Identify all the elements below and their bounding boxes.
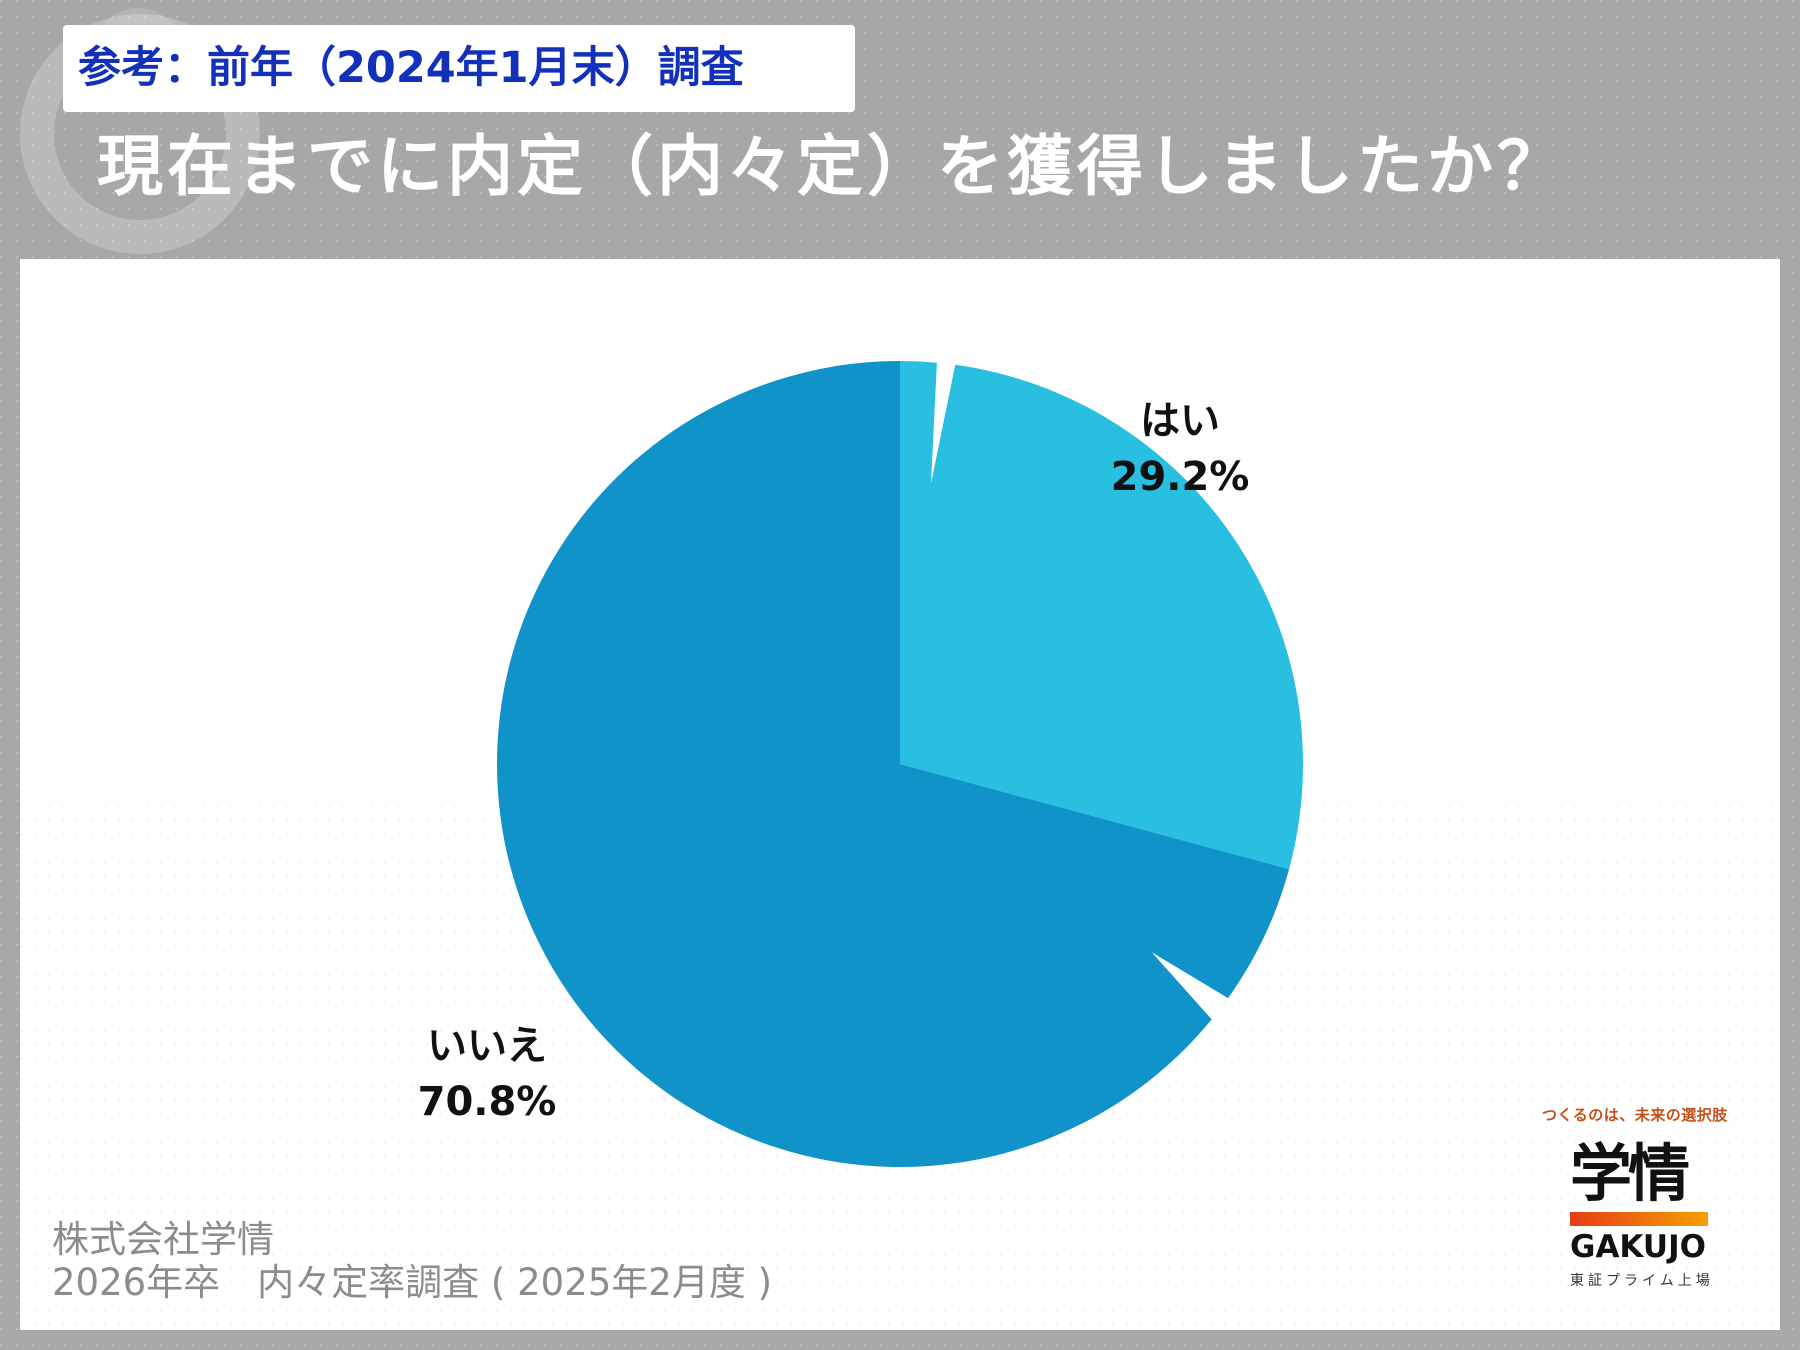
slice-label-yes: はい xyxy=(1140,398,1220,444)
gakujo-logo: つくるのは、未来の選択肢 学情 GAKUJO 東証プライム上場 xyxy=(1534,1104,1754,1294)
pie-slice-no xyxy=(497,361,1290,1167)
logo-name-en: GAKUJO xyxy=(1570,1229,1706,1265)
question-title: 現在までに内定（内々定）を獲得しましたか？ xyxy=(97,128,1567,205)
logo-color-bar xyxy=(1570,1212,1708,1226)
pie-slice-yes xyxy=(900,361,1304,870)
source-survey: 2026年卒 内々定率調査 ( 2025年2月度 ) xyxy=(52,1261,773,1304)
pie-slices xyxy=(497,361,1304,1167)
source-company: 株式会社学情 xyxy=(52,1218,274,1261)
logo-tagline: つくるのは、未来の選択肢 xyxy=(1542,1106,1728,1124)
source-note: 株式会社学情 2026年卒 内々定率調査 ( 2025年2月度 ) xyxy=(52,1218,772,1304)
reference-label: 参考：前年（2024年1月末）調査 xyxy=(63,25,855,112)
slice-label-no: いいえ xyxy=(427,1023,547,1069)
logo-subtitle: 東証プライム上場 xyxy=(1570,1273,1714,1289)
chart-panel: はい 29.2% いいえ 70.8% xyxy=(20,259,1780,1330)
pie-chart: はい 29.2% いいえ 70.8% xyxy=(418,361,1304,1167)
logo-name-ja: 学情 xyxy=(1570,1137,1690,1210)
data-label-no: 70.8% xyxy=(418,1079,557,1125)
data-label-yes: 29.2% xyxy=(1111,454,1250,500)
